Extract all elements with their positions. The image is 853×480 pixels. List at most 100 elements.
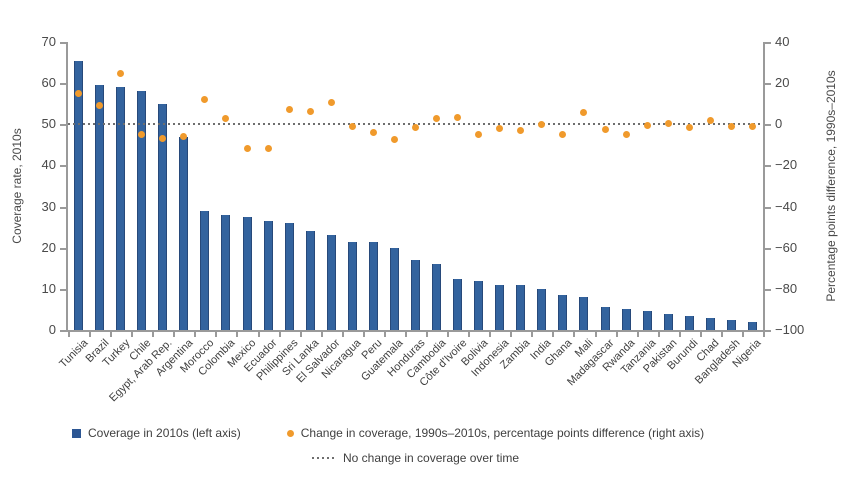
x-axis-tick	[468, 332, 471, 337]
bar	[432, 264, 442, 330]
right-axis-tick-label: 20	[775, 75, 790, 91]
right-axis-tick	[765, 247, 771, 250]
change-dot	[433, 114, 441, 122]
change-dot	[201, 96, 209, 104]
x-axis-tick	[110, 332, 113, 337]
bar	[495, 284, 505, 330]
right-axis-tick	[765, 206, 771, 209]
bar	[179, 136, 189, 330]
x-axis-tick	[68, 332, 70, 337]
right-axis-tick	[765, 42, 771, 44]
bar	[389, 247, 399, 330]
left-axis-tick-label: 40	[41, 157, 56, 173]
x-axis-tick	[531, 332, 534, 337]
left-axis-tick-label: 60	[41, 75, 56, 91]
change-dot	[559, 131, 567, 139]
left-axis-tick-label: 0	[48, 322, 56, 337]
change-dot	[369, 129, 377, 136]
left-axis-tick	[60, 206, 66, 209]
change-dot	[622, 131, 630, 139]
bar	[305, 231, 315, 330]
change-dot	[454, 113, 462, 121]
bar	[221, 214, 231, 330]
left-axis-tick-label: 30	[41, 198, 56, 214]
change-dot	[327, 99, 335, 107]
change-dot	[727, 122, 735, 130]
x-axis-tick	[257, 332, 260, 337]
x-axis-tick	[299, 332, 302, 337]
change-dot	[601, 125, 609, 133]
change-dot	[496, 124, 504, 132]
right-axis-tick	[765, 330, 771, 332]
left-axis-tick-label: 10	[41, 280, 56, 296]
bar	[537, 288, 547, 330]
change-dot	[285, 106, 293, 114]
change-dot	[222, 114, 230, 122]
x-axis-tick	[320, 332, 323, 337]
x-axis-tick	[131, 332, 134, 337]
right-axis-tick	[765, 124, 771, 127]
dashed-line-swatch-icon	[312, 457, 336, 459]
x-axis-tick	[383, 332, 386, 337]
bar	[726, 319, 736, 330]
right-axis-tick-label: −60	[775, 239, 798, 255]
legend-item-reference-line: No change in coverage over time	[312, 451, 519, 465]
x-axis-tick	[404, 332, 407, 337]
bar	[368, 241, 378, 330]
bar	[116, 87, 126, 330]
x-axis-tick	[699, 332, 702, 337]
bar	[684, 315, 694, 330]
bar	[347, 241, 357, 330]
x-axis-tick	[89, 332, 92, 337]
change-dot	[348, 122, 356, 130]
left-axis-tick	[60, 247, 66, 250]
x-axis-tick	[426, 332, 429, 337]
legend-item-bars: Coverage in 2010s (left axis)	[72, 426, 241, 440]
legend-row-1: Coverage in 2010s (left axis) Change in …	[72, 422, 704, 444]
bar	[516, 284, 526, 330]
x-axis-tick	[594, 332, 597, 337]
bar	[474, 280, 484, 330]
bar	[747, 321, 757, 330]
bar	[453, 278, 463, 330]
left-axis-line	[66, 42, 68, 332]
x-axis-tick	[615, 332, 618, 337]
bar	[558, 295, 568, 330]
change-dot	[412, 123, 419, 131]
bar	[326, 235, 336, 330]
right-axis-tick-label: −100	[775, 322, 805, 337]
legend-row-2: No change in coverage over time	[312, 447, 704, 469]
change-dot	[475, 131, 483, 139]
left-axis-tick	[60, 288, 66, 291]
change-dot	[390, 136, 398, 144]
x-axis-tick	[152, 332, 155, 337]
change-dot	[306, 108, 314, 116]
x-axis-tick	[510, 332, 513, 337]
bar	[200, 210, 210, 330]
change-dot	[643, 121, 651, 129]
legend: Coverage in 2010s (left axis) Change in …	[72, 422, 704, 469]
x-axis-line	[66, 330, 765, 332]
change-dot	[243, 145, 251, 153]
change-dot	[159, 135, 167, 143]
change-dot	[706, 116, 714, 124]
right-axis-tick-label: −80	[775, 280, 798, 296]
left-axis-tick	[60, 83, 66, 86]
change-dot	[75, 89, 83, 97]
x-axis-tick	[678, 332, 681, 337]
right-axis-tick-label: 40	[775, 34, 790, 49]
legend-item-dots: Change in coverage, 1990s–2010s, percent…	[286, 426, 704, 440]
right-axis-line	[763, 42, 765, 332]
change-dot	[748, 122, 756, 130]
bar	[600, 307, 610, 330]
legend-bar-label: Coverage in 2010s (left axis)	[88, 426, 241, 440]
bar	[663, 313, 673, 330]
x-axis-tick	[720, 332, 723, 337]
x-axis-tick	[489, 332, 492, 337]
x-axis-tick	[341, 332, 344, 337]
left-axis-tick-label: 50	[41, 116, 56, 132]
left-axis-tick	[60, 330, 66, 332]
bar	[284, 223, 294, 330]
